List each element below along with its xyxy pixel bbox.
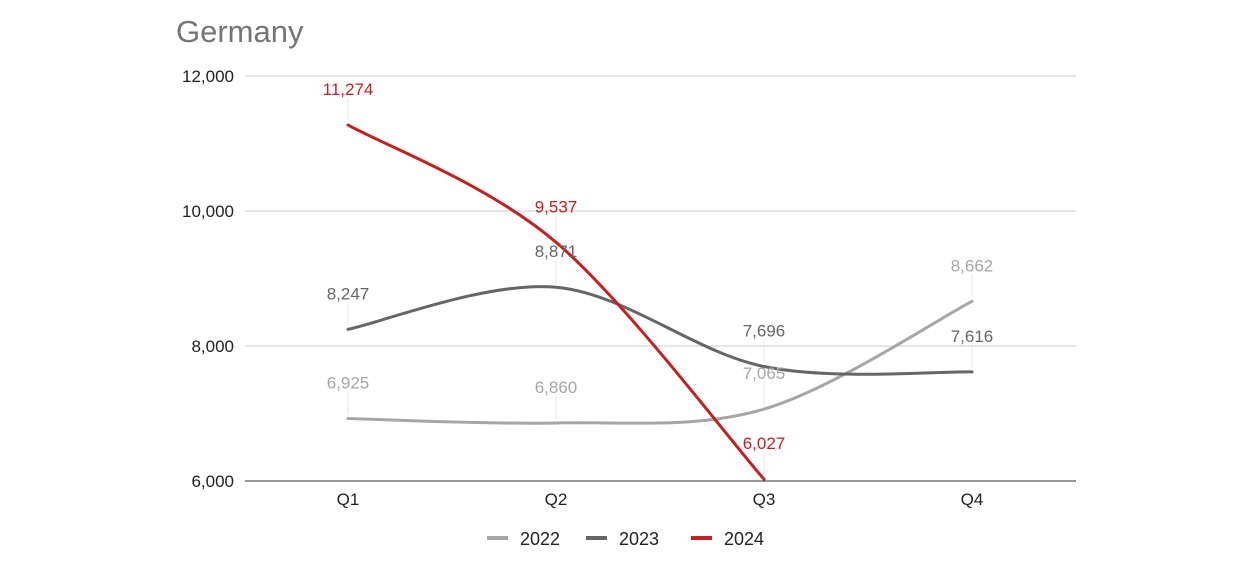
legend-label: 2022 bbox=[520, 529, 560, 549]
x-axis-ticks: Q1 Q2 Q3 Q4 bbox=[337, 490, 984, 509]
legend-label: 2023 bbox=[619, 529, 659, 549]
data-label-2023: 7,616 bbox=[951, 327, 994, 346]
x-tick-label: Q3 bbox=[753, 490, 776, 509]
data-label-2024: 6,027 bbox=[743, 434, 786, 453]
data-label-2023: 8,871 bbox=[535, 242, 578, 261]
x-tick-label: Q1 bbox=[337, 490, 360, 509]
data-label-2024: 11,274 bbox=[323, 80, 374, 99]
gridlines bbox=[245, 75, 1076, 482]
data-label-2022: 6,860 bbox=[535, 378, 578, 397]
y-tick-label: 12,000 bbox=[182, 67, 234, 86]
data-label-2022: 7,065 bbox=[743, 364, 786, 383]
data-label-2022: 6,925 bbox=[327, 374, 370, 393]
data-label-2023: 8,247 bbox=[327, 284, 370, 303]
y-tick-label: 8,000 bbox=[191, 337, 234, 356]
y-tick-label: 10,000 bbox=[182, 202, 234, 221]
series-line-2024 bbox=[346, 123, 766, 481]
series-line-2022 bbox=[346, 299, 974, 425]
x-tick-label: Q4 bbox=[961, 490, 984, 509]
series-line-2023 bbox=[346, 285, 974, 376]
data-labels: 6,925 6,860 7,065 8,662 8,247 8,871 7,696 7,616… bbox=[323, 80, 994, 476]
x-tick-label: Q2 bbox=[545, 490, 568, 509]
y-axis-ticks: 6,000 8,000 10,000 12,000 bbox=[182, 67, 234, 491]
legend-label: 2024 bbox=[724, 529, 764, 549]
data-label-2023: 7,696 bbox=[743, 322, 786, 341]
data-label-2024: 9,537 bbox=[535, 197, 578, 216]
legend[interactable]: 2022 2023 2024 bbox=[487, 529, 764, 549]
legend-item-2023[interactable]: 2023 bbox=[586, 529, 659, 549]
data-label-2022: 8,662 bbox=[951, 256, 994, 275]
legend-item-2024[interactable]: 2024 bbox=[691, 529, 764, 549]
chart-title: Germany bbox=[176, 14, 304, 49]
y-tick-label: 6,000 bbox=[191, 472, 234, 491]
legend-item-2022[interactable]: 2022 bbox=[487, 529, 560, 549]
series-lines bbox=[346, 123, 974, 481]
